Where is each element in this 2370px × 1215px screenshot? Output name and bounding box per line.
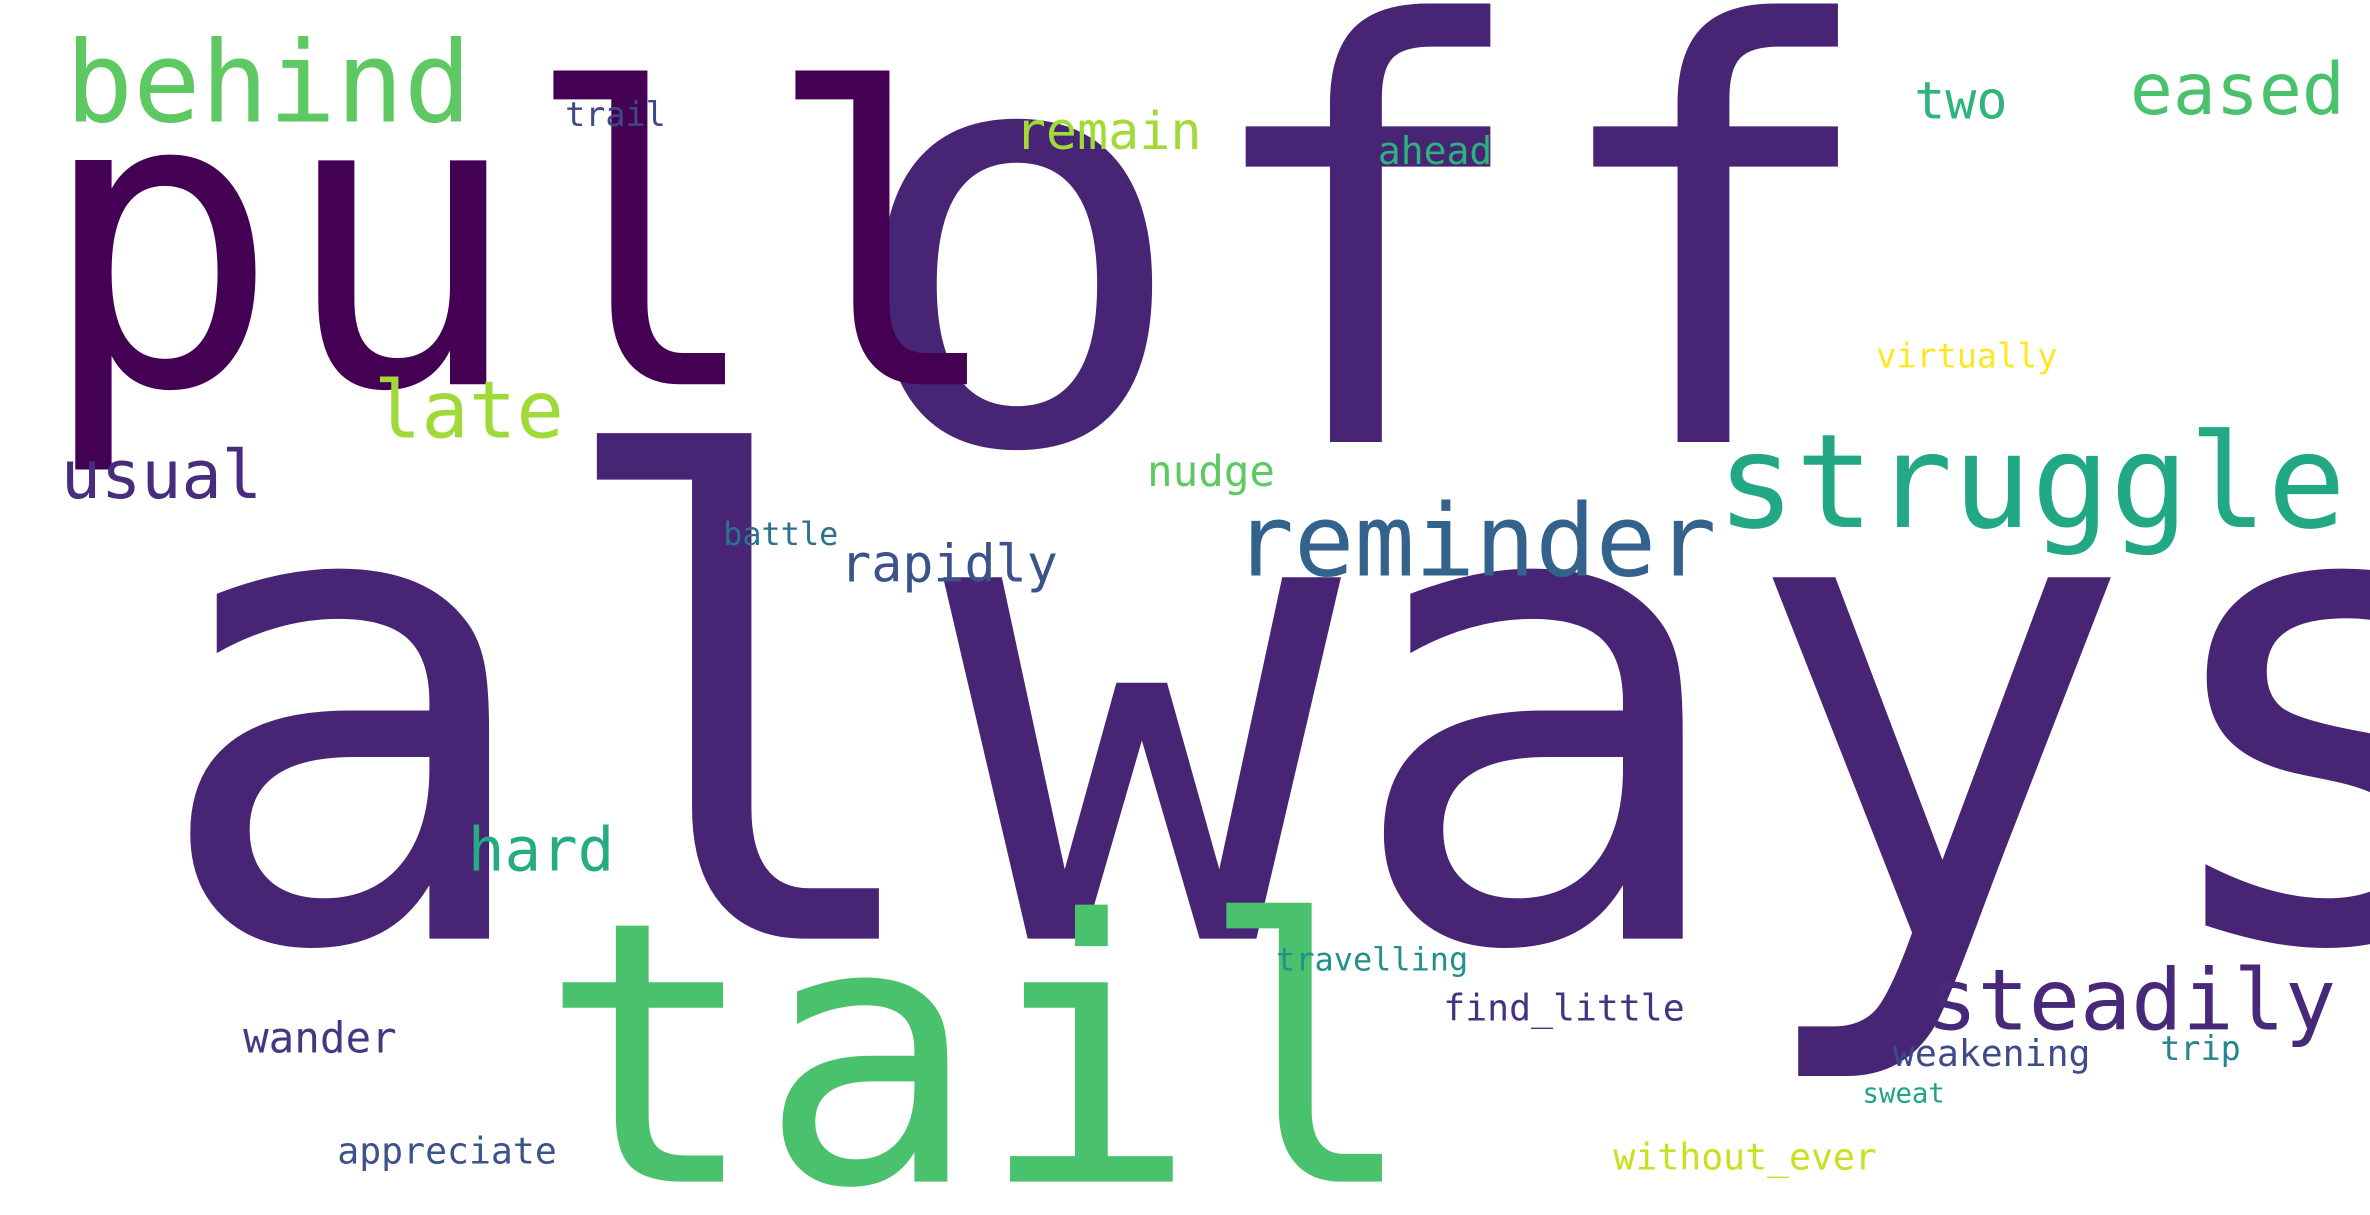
word-usual: usual bbox=[60, 437, 262, 515]
word-travelling: travelling bbox=[1276, 941, 1469, 979]
word-off: off bbox=[843, 0, 1886, 579]
word-weakening: weakening bbox=[1892, 1032, 2091, 1076]
word-trip: trip bbox=[2160, 1031, 2241, 1070]
word-behind: behind bbox=[65, 18, 472, 149]
word-virtually: virtually bbox=[1876, 338, 2058, 377]
word-tail: tail bbox=[539, 842, 1418, 1215]
word-trail: trail bbox=[565, 97, 666, 136]
word-eased: eased bbox=[2129, 48, 2345, 133]
word-pull: pull bbox=[37, 3, 1007, 482]
word-wander: wander bbox=[243, 1013, 397, 1064]
word-late: late bbox=[373, 366, 564, 458]
word-always: always bbox=[147, 325, 2370, 1096]
word-rapidly: rapidly bbox=[840, 534, 1058, 596]
word-nudge: nudge bbox=[1146, 446, 1276, 497]
word-without-ever: without_ever bbox=[1613, 1136, 1877, 1179]
word-ahead: ahead bbox=[1377, 129, 1493, 174]
word-battle: battle bbox=[723, 516, 839, 553]
word-two: two bbox=[1914, 71, 2008, 133]
word-reminder: reminder bbox=[1233, 482, 1717, 600]
word-hard: hard bbox=[467, 815, 615, 886]
word-appreciate: appreciate bbox=[337, 1129, 557, 1173]
word-struggle: struggle bbox=[1716, 407, 2346, 559]
word-remain: remain bbox=[1014, 101, 1202, 163]
word-sweat: sweat bbox=[1862, 1078, 1945, 1111]
word-find-little: find_little bbox=[1443, 987, 1685, 1030]
word-steadily: steadily bbox=[1926, 952, 2337, 1052]
